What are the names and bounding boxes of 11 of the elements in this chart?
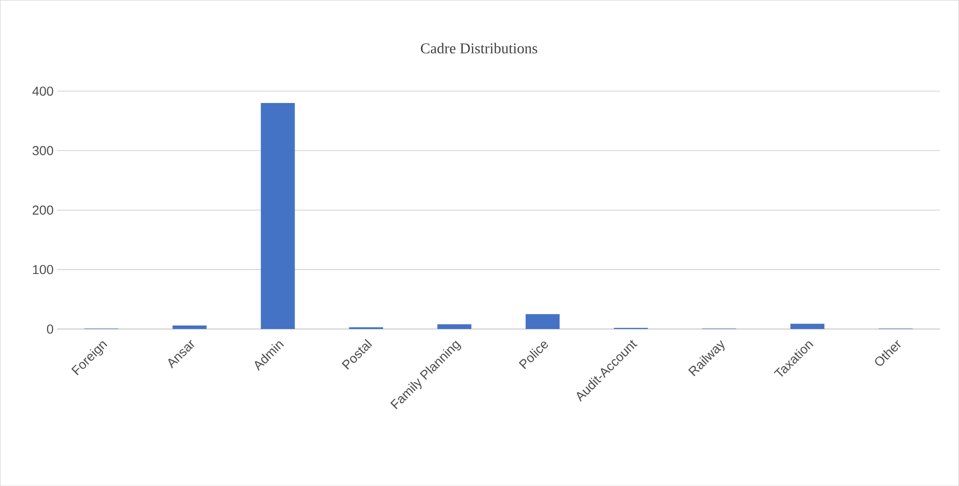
bar [260, 102, 295, 329]
chart-title: Cadre Distributions [420, 42, 538, 54]
y-tick-label: 200 [32, 205, 54, 215]
y-tick-label: 400 [32, 86, 54, 96]
y-tick-label: 0 [46, 324, 54, 334]
y-tick-label: 300 [32, 146, 54, 156]
y-tick-label: 100 [33, 264, 54, 274]
bar [172, 325, 207, 329]
bar [526, 314, 560, 329]
bar [790, 324, 824, 329]
bar [437, 324, 472, 329]
